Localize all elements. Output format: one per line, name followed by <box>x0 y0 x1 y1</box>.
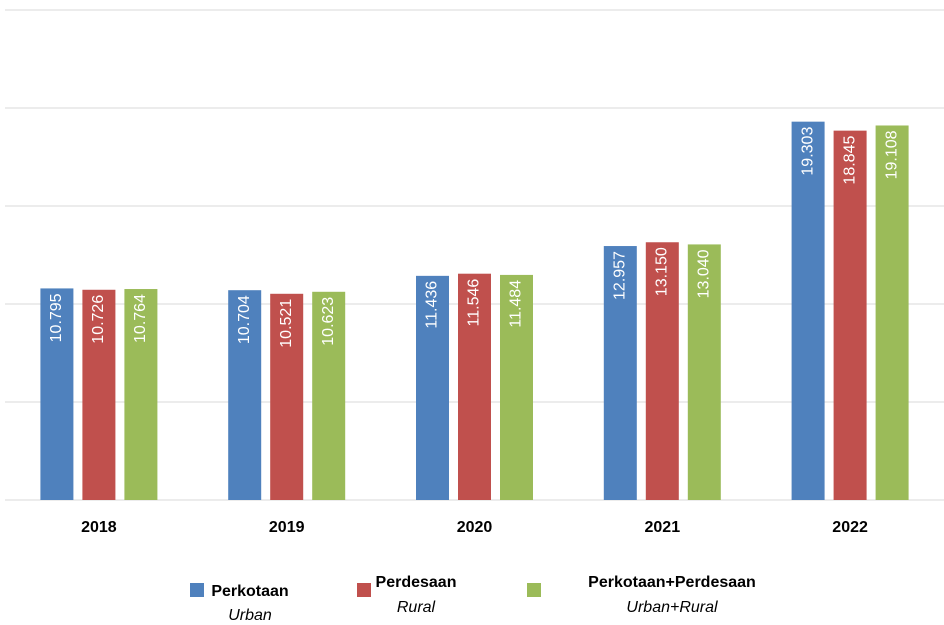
bar <box>124 289 158 500</box>
value-label: 13.040 <box>696 249 713 298</box>
bar <box>875 125 909 500</box>
value-label: 11.484 <box>508 280 525 328</box>
value-label: 13.150 <box>654 247 671 296</box>
legend-swatch <box>190 583 204 597</box>
bar <box>645 242 679 500</box>
value-label: 11.546 <box>466 279 483 327</box>
value-label: 18.845 <box>841 136 858 185</box>
bar <box>687 244 721 500</box>
legend-label: Perdesaan <box>376 574 457 591</box>
bar <box>312 291 346 500</box>
value-label: 11.436 <box>424 281 441 329</box>
value-label: 10.764 <box>132 294 149 343</box>
bar <box>500 274 533 500</box>
legend-label: Perkotaan+Perdesaan <box>588 574 756 591</box>
legend-sublabel: Urban <box>228 607 272 624</box>
legend-sublabel: Rural <box>397 599 436 616</box>
x-tick-label: 2022 <box>832 519 868 536</box>
value-label: 10.795 <box>48 293 65 342</box>
bar <box>40 288 74 500</box>
legend-sublabel: Urban+Rural <box>626 599 718 616</box>
value-label: 10.623 <box>320 297 337 346</box>
bar <box>416 275 449 500</box>
bar <box>603 246 637 500</box>
value-label: 19.108 <box>883 130 900 179</box>
legend-swatch <box>527 583 541 597</box>
value-label: 19.303 <box>799 127 816 176</box>
bar <box>791 121 825 501</box>
x-tick-label: 2018 <box>81 519 117 536</box>
bar <box>458 273 491 500</box>
bar <box>228 290 262 500</box>
value-label: 10.704 <box>236 295 253 344</box>
value-label: 10.521 <box>278 299 295 348</box>
value-label: 10.726 <box>90 295 107 344</box>
legend-label: Perkotaan <box>211 583 288 600</box>
bar <box>270 293 304 500</box>
legend-swatch <box>357 583 371 597</box>
x-tick-label: 2019 <box>269 519 305 536</box>
x-tick-label: 2021 <box>645 519 681 536</box>
bar <box>833 130 867 500</box>
x-tick-label: 2020 <box>457 519 493 536</box>
value-label: 12.957 <box>612 251 629 300</box>
bar <box>82 289 116 500</box>
